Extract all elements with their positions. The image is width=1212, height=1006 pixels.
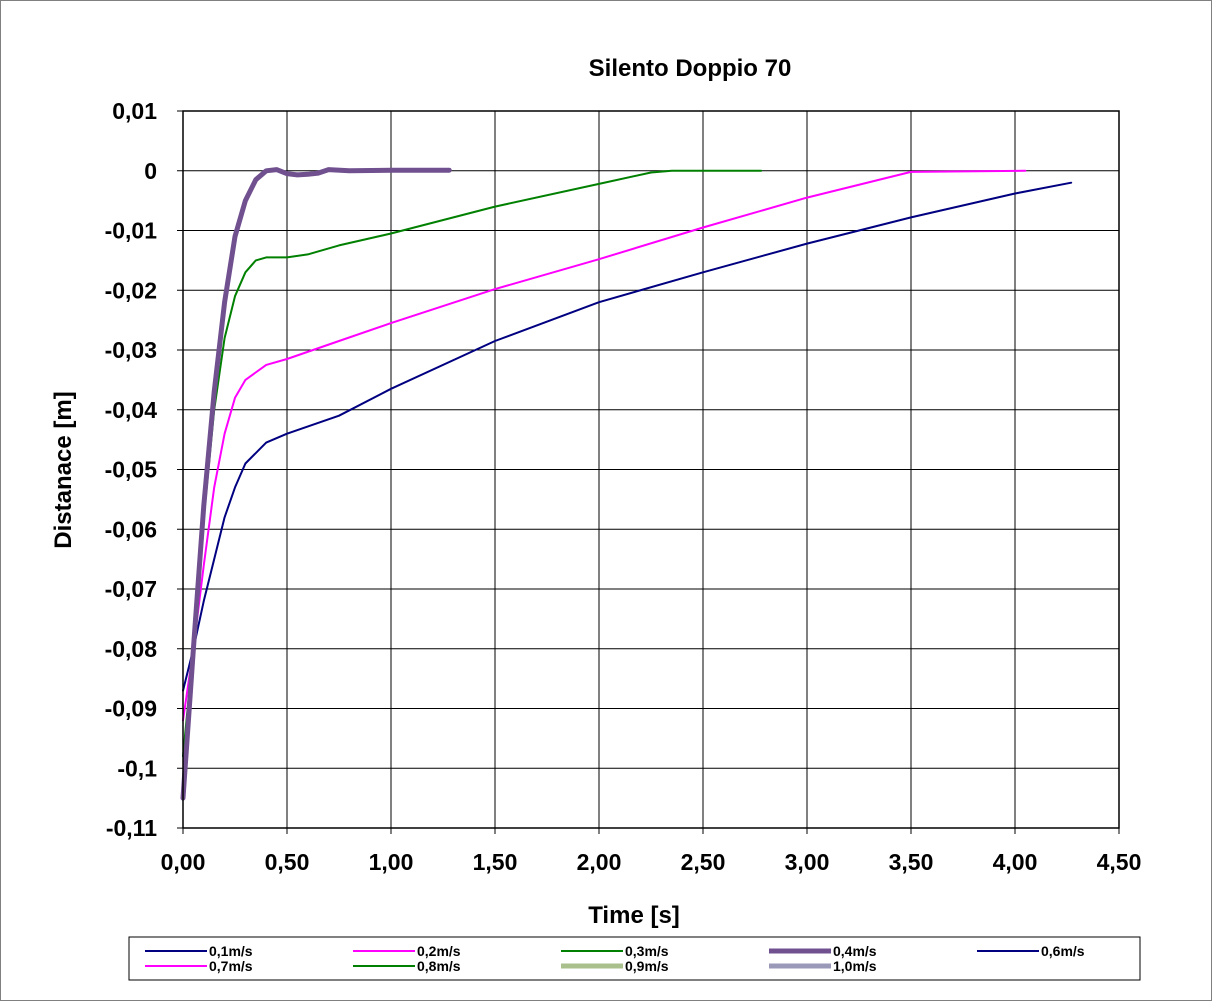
x-tick-labels: 0,00 0,50 1,00 1,50 2,00 2,50 3,00 3,50 4,00 4,50 bbox=[161, 849, 1142, 875]
legend-label-7: 0,9m/s bbox=[625, 958, 669, 974]
x-tick-label: 0,50 bbox=[265, 849, 310, 875]
chart-title: Silento Doppio 70 bbox=[589, 55, 792, 82]
x-tick-label: 4,50 bbox=[1097, 849, 1142, 875]
y-tick-label: -0,01 bbox=[105, 218, 158, 244]
y-tick-label: -0,03 bbox=[105, 337, 157, 363]
x-tick-label: 1,50 bbox=[473, 849, 518, 875]
y-tick-labels: 0,01 0 -0,01 -0,02 -0,03 -0,04 -0,05 -0,06 -0,07… bbox=[105, 98, 158, 841]
x-axis-label: Time [s] bbox=[588, 902, 680, 929]
x-tick-label: 3,00 bbox=[785, 849, 830, 875]
legend-label-6: 0,8m/s bbox=[417, 958, 461, 974]
x-tick-label: 1,00 bbox=[369, 849, 414, 875]
plot-area-border bbox=[182, 110, 1120, 829]
x-tick-label: 4,00 bbox=[993, 849, 1038, 875]
y-tick-label: -0,05 bbox=[105, 457, 158, 483]
y-tick-label: -0,04 bbox=[105, 397, 158, 423]
legend-label-5: 0,7m/s bbox=[209, 958, 253, 974]
y-tick-label: -0,07 bbox=[105, 576, 157, 602]
legend-label-3: 0,4m/s bbox=[833, 943, 877, 959]
series-line-1 bbox=[182, 169, 1027, 722]
x-tick-label: 2,50 bbox=[681, 849, 726, 875]
y-tick-label: -0,1 bbox=[117, 755, 157, 781]
series-line-0 bbox=[182, 181, 1073, 692]
x-tick-label: 3,50 bbox=[889, 849, 934, 875]
legend-label-1: 0,2m/s bbox=[417, 943, 461, 959]
y-tick-label: -0,11 bbox=[106, 815, 157, 841]
y-tick-label: -0,09 bbox=[105, 696, 157, 722]
x-tick-label: 2,00 bbox=[577, 849, 622, 875]
legend-label-0: 0,1m/s bbox=[209, 943, 253, 959]
legend-label-8: 1,0m/s bbox=[833, 958, 877, 974]
legend-label-4: 0,6m/s bbox=[1041, 943, 1085, 959]
y-axis-label: Distanace [m] bbox=[50, 391, 77, 548]
y-tick-label: -0,08 bbox=[105, 636, 158, 662]
legend-box bbox=[128, 936, 1141, 981]
legend-label-2: 0,3m/s bbox=[625, 943, 669, 959]
legend: 0,1m/s 0,2m/s 0,3m/s 0,4m/s 0,6m/s 0,7m/s 0,8m… bbox=[128, 936, 1141, 981]
x-tick-label: 0,00 bbox=[161, 849, 206, 875]
series-line-3 bbox=[180, 167, 452, 801]
y-tick-label: 0,01 bbox=[112, 98, 157, 124]
y-tick-label: 0 bbox=[144, 158, 157, 184]
y-tick-label: -0,06 bbox=[105, 516, 157, 542]
y-tick-label: -0,02 bbox=[105, 277, 157, 303]
series-layer bbox=[180, 167, 1073, 801]
